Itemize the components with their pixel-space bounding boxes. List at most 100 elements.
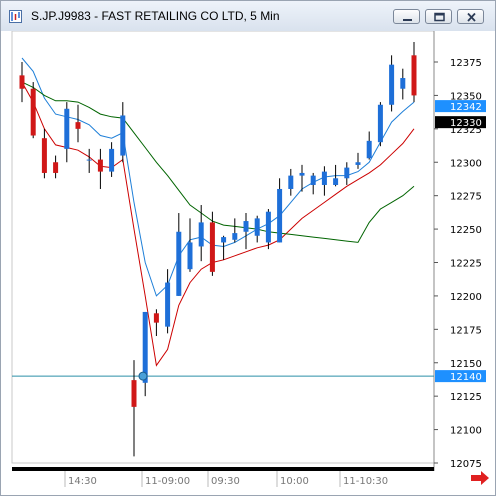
candle [355,152,361,169]
y-tick-label: 12225 [450,259,482,270]
candle-body [41,138,47,173]
price-tag-box [435,116,486,129]
candle [41,128,47,179]
minimize-icon [403,19,412,21]
x-tick-label: 11-10:30 [343,476,388,487]
candle [277,178,283,243]
candle-body [333,178,339,185]
candle [389,55,395,112]
candle [165,269,171,334]
candle-body [377,104,383,143]
candle [377,102,383,147]
candle [221,235,227,260]
candle-body [411,55,417,96]
y-tick-label: 12350 [450,91,482,102]
price-tag-label: 12330 [450,118,482,129]
candle-body [75,122,81,129]
candle-body [19,75,25,89]
candle [232,218,238,243]
price-tag-label: 12140 [450,372,482,383]
price-tag-box [435,100,486,113]
candle-body [198,222,204,247]
scroll-right-arrow-icon[interactable] [471,471,489,485]
candle-body [221,237,227,243]
title-bar[interactable]: S.JP.J9983 - FAST RETAILING CO LTD, 5 Mi… [1,1,495,31]
candle [176,213,182,296]
candle [19,62,25,103]
candle-body [243,221,249,232]
candle-body [232,233,238,240]
candle-body [109,148,115,172]
candle [254,215,260,243]
candle-body [254,218,260,236]
candle [120,102,126,163]
candle-body [366,140,372,159]
close-icon [467,12,476,22]
candle [198,205,204,262]
candle-body [30,88,36,136]
candle-body [389,64,395,105]
candle-body [153,313,159,323]
x-tick-label: 09:30 [211,476,240,487]
candle-body [165,282,171,327]
candle [86,148,92,173]
candle-body [288,175,294,189]
candle [400,68,406,100]
candle-body [120,115,126,156]
candle [344,162,350,185]
candle [299,164,305,192]
y-tick-label: 12100 [450,426,482,437]
y-tick-label: 12075 [450,459,482,470]
candle [187,218,193,272]
candle [64,102,70,163]
plot-frame [11,31,435,464]
x-tick-label: 10:00 [280,476,309,487]
candle-body [265,211,271,243]
candle [243,213,249,250]
candle [411,41,417,103]
price-chart[interactable]: 12075 12100 12125 12150 12175 12200 12225 12250… [1,31,495,495]
candle-body [142,311,148,383]
candle-body [64,108,70,149]
x-axis-bar [12,467,434,471]
candle-body [86,159,92,161]
window-title: S.JP.J9983 - FAST RETAILING CO LTD, 5 Mi… [31,9,280,23]
close-button[interactable] [457,9,484,24]
candle-body [187,242,193,270]
candle [310,172,316,195]
candle-body [277,188,283,243]
candle [288,168,294,196]
y-tick-label: 12175 [450,325,482,336]
candle-body [97,159,103,172]
y-tick-label: 12200 [450,292,482,303]
x-tick-label: 14:30 [68,476,97,487]
candle [131,360,137,457]
candle-body [344,167,350,179]
candle-body [355,162,361,165]
candle-body [321,171,327,185]
y-tick-label: 12300 [450,158,482,169]
candle [97,148,103,189]
restore-button[interactable] [425,9,452,24]
price-tag-box [435,370,486,383]
candle [30,82,36,139]
moving-average-line-3 [21,81,415,243]
candle [209,211,215,276]
candle [109,142,115,177]
restore-icon [434,12,445,22]
y-tick-label: 12275 [450,192,482,203]
minimize-button[interactable] [393,9,420,24]
y-tick-label: 12325 [450,125,482,136]
candle-body [299,172,305,176]
candle [75,104,81,143]
candle-body [176,231,182,296]
candle [53,155,59,179]
candle-body [310,175,316,185]
moving-average-line-2 [21,81,415,367]
candle [265,209,271,250]
candle-body [131,380,137,407]
price-tag-label: 12342 [450,102,482,113]
y-tick-label: 12375 [450,58,482,69]
candle-body [53,162,59,173]
x-tick-label: 11-09:00 [145,476,190,487]
